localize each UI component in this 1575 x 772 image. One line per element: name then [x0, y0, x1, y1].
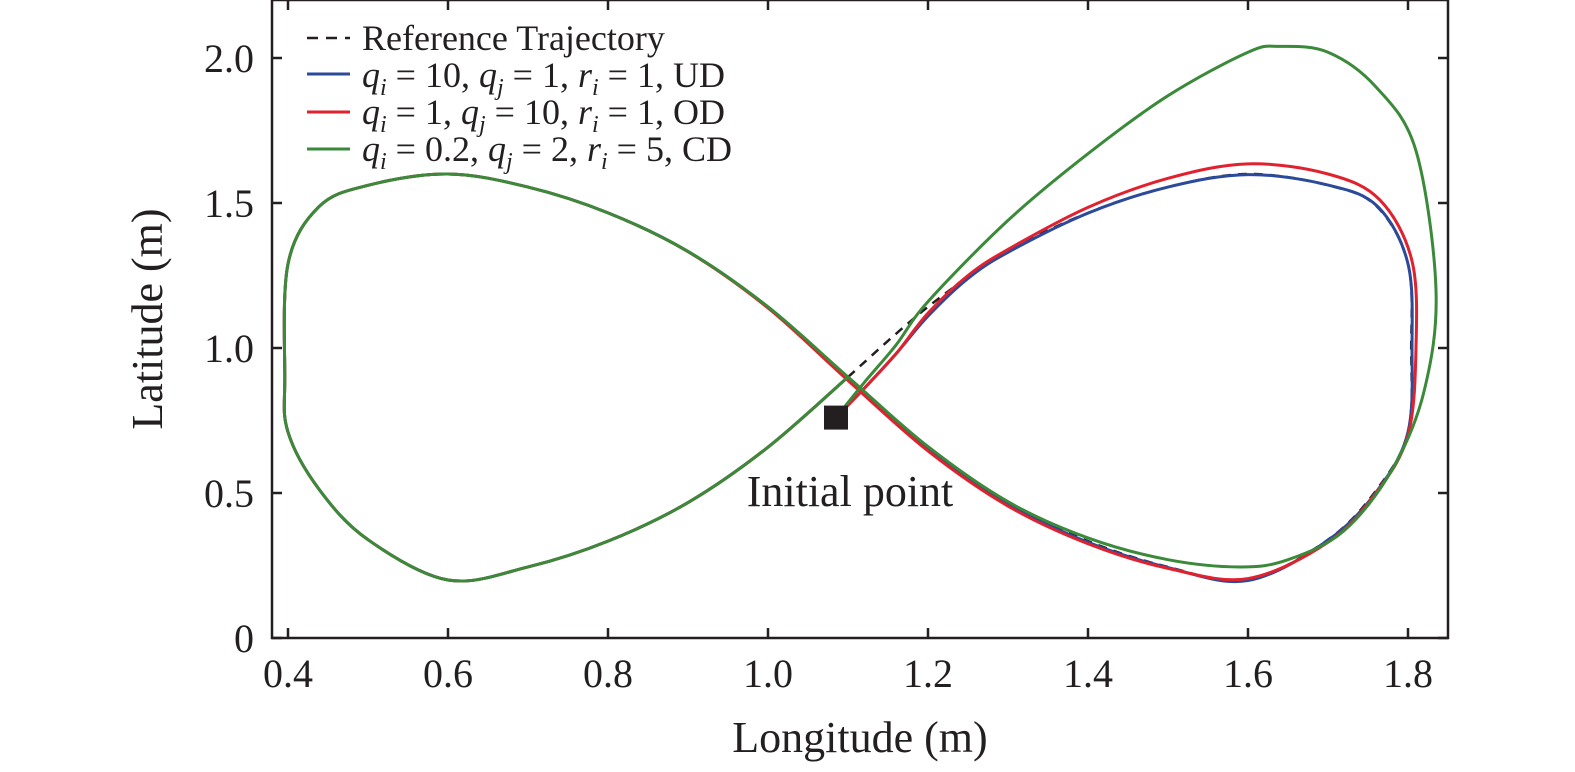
- y-tick-label: 0.5: [204, 471, 254, 516]
- y-tick-label: 1.0: [204, 326, 254, 371]
- x-tick-label: 1.2: [903, 651, 953, 696]
- x-tick-label: 1.0: [743, 651, 793, 696]
- y-tick-label: 2.0: [204, 36, 254, 81]
- axis-ticks: [272, 0, 1448, 640]
- initial-point-label: Initial point: [747, 467, 954, 516]
- series-layer: [282, 44, 1438, 584]
- legend-label-ud: qi = 10, qj = 1, ri = 1, UD: [362, 55, 725, 101]
- y-tick-label: 1.5: [204, 181, 254, 226]
- initial-point-marker: [824, 405, 848, 430]
- x-tick-label: 1.8: [1383, 651, 1433, 696]
- y-axis-title: Latitude (m): [123, 208, 172, 429]
- plot-area-frame: [270, 0, 1450, 640]
- legend: Reference Trajectory qi = 10, qj = 1, ri…: [307, 18, 732, 175]
- x-axis-title: Longitude (m): [732, 713, 987, 762]
- tick-labels: 0.4 0.6 0.8 1.0 1.2 1.4 1.6 1.8 0 0.5 1.0 1.5 2.0: [204, 36, 1433, 696]
- x-tick-label: 0.8: [583, 651, 633, 696]
- series-line-cd: [282, 44, 1438, 583]
- series-line-od: [282, 162, 1419, 583]
- legend-label-reference: Reference Trajectory: [362, 18, 665, 58]
- x-tick-label: 1.4: [1063, 651, 1113, 696]
- x-tick-label: 0.6: [423, 651, 473, 696]
- legend-label-cd: qi = 0.2, qj = 2, ri = 5, CD: [362, 129, 732, 175]
- y-tick-label: 0: [234, 616, 254, 661]
- marker-layer: [824, 405, 848, 430]
- x-tick-label: 1.6: [1223, 651, 1273, 696]
- x-tick-label: 0.4: [263, 651, 313, 696]
- legend-label-od: qi = 1, qj = 10, ri = 1, OD: [362, 92, 725, 138]
